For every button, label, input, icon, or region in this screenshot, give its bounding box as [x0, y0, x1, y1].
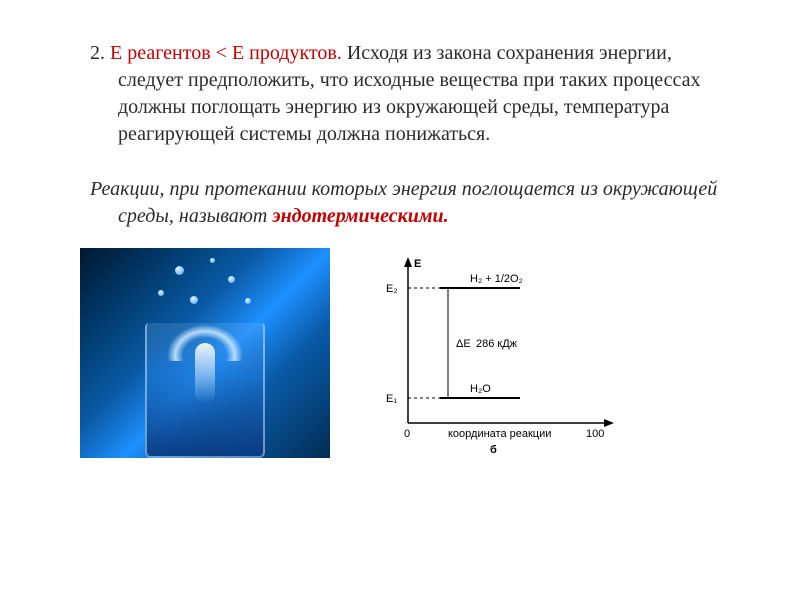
svg-text:H₂ + 1/2O₂: H₂ + 1/2O₂ [470, 273, 523, 285]
water-glass-image [80, 248, 330, 458]
energy-condition: Е реагентов < Е продуктов. [110, 42, 347, 64]
svg-text:E₂: E₂ [386, 283, 398, 295]
water-drop [190, 296, 198, 304]
subfig-label: б [490, 444, 497, 456]
svg-text:100: 100 [586, 428, 604, 440]
water-drop [228, 276, 235, 283]
splash-shape [160, 306, 250, 361]
svg-text:H₂O: H₂O [470, 383, 491, 395]
energy-diagram: E E₂ E₁ ΔE 286 кДж H₂ + 1/2O₂ H₂O координата ре… [360, 248, 635, 458]
water-drop [210, 258, 215, 263]
water-drop [158, 290, 164, 296]
paragraph-2: Реакции, при протекании которых энергия … [90, 176, 740, 230]
term-endothermic: эндотермическими. [272, 205, 448, 227]
slide: 2. Е реагентов < Е продуктов. Исходя из … [0, 0, 800, 600]
item-number: 2. [90, 42, 105, 64]
image-row: E E₂ E₁ ΔE 286 кДж H₂ + 1/2O₂ H₂O координата ре… [80, 248, 740, 458]
svg-text:ΔE: ΔE [456, 338, 471, 350]
energy-diagram-svg: E E₂ E₁ ΔE 286 кДж H₂ + 1/2O₂ H₂O координата ре… [360, 248, 635, 458]
paragraph-1: 2. Е реагентов < Е продуктов. Исходя из … [90, 40, 740, 148]
water-drop [175, 266, 184, 275]
svg-text:0: 0 [404, 428, 410, 440]
svg-text:286 кДж: 286 кДж [476, 338, 518, 350]
svg-text:E: E [414, 258, 421, 270]
svg-text:E₁: E₁ [386, 393, 397, 405]
water-drop [245, 298, 251, 304]
svg-text:координата реакции: координата реакции [448, 428, 551, 440]
